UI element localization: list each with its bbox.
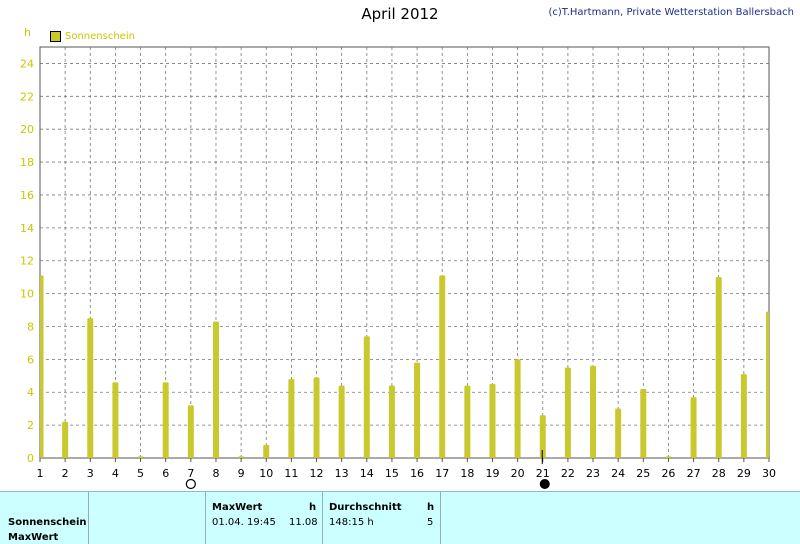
maxwert-header: MaxWert — [212, 502, 263, 513]
sunshine-bar — [665, 456, 672, 458]
plot-area — [39, 46, 770, 459]
x-tick-label: 26 — [661, 467, 675, 480]
x-tick-label: 13 — [335, 467, 349, 480]
sunshine-bar — [162, 382, 169, 458]
sunshine-bar — [62, 421, 69, 458]
table-col-empty — [89, 492, 206, 544]
x-tick-label: 8 — [212, 467, 219, 480]
maxwert-datetime: 01.04. 19:45 — [212, 517, 276, 528]
table-col-durchschnitt: Durchschnitt h 148:15 h 5 — [323, 492, 441, 544]
sunshine-bar — [238, 456, 245, 458]
y-tick-label: 14 — [20, 222, 34, 235]
sunshine-bar — [690, 397, 697, 458]
y-tick-label: 20 — [20, 123, 34, 136]
chart-legend: Sonnenschein — [50, 31, 135, 42]
x-tick-label: 5 — [137, 467, 144, 480]
new-moon-icon — [539, 479, 550, 489]
x-tick-label: 16 — [410, 467, 424, 480]
x-tick-label: 4 — [112, 467, 119, 480]
x-tick-label: 17 — [435, 467, 449, 480]
x-tick-label: 24 — [611, 467, 625, 480]
sunshine-bar — [288, 379, 295, 458]
sunshine-bar — [439, 275, 446, 458]
table-col-labels: Sonnenschein MaxWert — [0, 492, 89, 544]
sunshine-bar — [263, 444, 270, 458]
summary-table: Sonnenschein MaxWert MaxWert h 01.04. 19… — [0, 491, 800, 544]
sunshine-bar — [539, 415, 546, 458]
maxwert-unit: h — [309, 502, 317, 513]
sunshine-bar — [388, 385, 395, 458]
sunshine-bar — [187, 405, 194, 458]
x-tick-label: 6 — [162, 467, 169, 480]
sunshine-bar — [363, 336, 370, 458]
x-tick-label: 9 — [238, 467, 245, 480]
x-tick-label: 22 — [561, 467, 575, 480]
full-moon-icon — [185, 478, 196, 490]
x-tick-label: 3 — [87, 467, 94, 480]
x-tick-label: 7 — [187, 467, 194, 480]
sunshine-bar — [715, 277, 722, 458]
sunshine-bar — [740, 374, 747, 458]
sunshine-bar — [615, 408, 622, 458]
sunshine-bar — [564, 367, 571, 458]
x-tick-label: 20 — [511, 467, 525, 480]
sunshine-bar — [87, 318, 94, 458]
legend-swatch — [50, 31, 61, 42]
y-tick-label: 24 — [20, 57, 34, 70]
y-tick-label: 12 — [20, 255, 34, 268]
y-axis-unit: h — [24, 26, 31, 39]
row-label-maxwert: MaxWert — [8, 532, 59, 543]
x-tick-label: 19 — [485, 467, 499, 480]
avg-value: 5 — [427, 517, 434, 528]
sunshine-bar — [514, 359, 521, 458]
x-tick-label: 25 — [636, 467, 650, 480]
y-tick-label: 0 — [27, 452, 34, 465]
y-tick-label: 22 — [20, 90, 34, 103]
y-tick-label: 18 — [20, 156, 34, 169]
sunshine-bar — [40, 275, 44, 458]
avg-unit: h — [427, 502, 435, 513]
x-tick-label: 30 — [762, 467, 776, 480]
sunshine-bar — [313, 377, 320, 458]
x-tick-label: 2 — [62, 467, 69, 480]
x-tick-label: 21 — [536, 467, 550, 480]
y-tick-label: 8 — [27, 320, 34, 333]
x-tick-label: 18 — [460, 467, 474, 480]
sunshine-bar — [464, 385, 471, 458]
y-tick-label: 2 — [27, 419, 34, 432]
sunshine-bar — [489, 384, 496, 458]
sunshine-bar — [766, 311, 769, 458]
table-col-maxwert: MaxWert h 01.04. 19:45 11.08 — [206, 492, 323, 544]
sunshine-bar — [338, 385, 345, 458]
sunshine-bar — [112, 382, 119, 458]
x-tick-label: 14 — [360, 467, 374, 480]
maxwert-value: 11.08 — [289, 517, 318, 528]
sunshine-bar — [137, 456, 144, 458]
x-tick-label: 15 — [385, 467, 399, 480]
x-tick-label: 11 — [284, 467, 298, 480]
avg-header: Durchschnitt — [329, 502, 402, 513]
copyright-text: (c)T.Hartmann, Private Wetterstation Bal… — [548, 7, 794, 18]
y-tick-label: 10 — [20, 288, 34, 301]
sunshine-bar — [414, 362, 421, 458]
row-label-sonnenschein: Sonnenschein — [8, 517, 87, 528]
y-tick-label: 6 — [27, 353, 34, 366]
legend-label: Sonnenschein — [65, 31, 135, 42]
x-tick-label: 28 — [712, 467, 726, 480]
avg-sum: 148:15 h — [329, 517, 374, 528]
sunshine-bar — [212, 321, 219, 458]
x-tick-label: 23 — [586, 467, 600, 480]
chart-title: April 2012 — [361, 5, 439, 23]
y-tick-label: 4 — [27, 386, 34, 399]
sunshine-bar — [640, 388, 647, 458]
x-tick-label: 1 — [37, 467, 44, 480]
sunshine-bar — [590, 365, 597, 458]
x-tick-label: 12 — [310, 467, 324, 480]
y-tick-label: 16 — [20, 189, 34, 202]
x-tick-label: 29 — [737, 467, 751, 480]
x-tick-label: 27 — [687, 467, 701, 480]
x-tick-label: 10 — [259, 467, 273, 480]
